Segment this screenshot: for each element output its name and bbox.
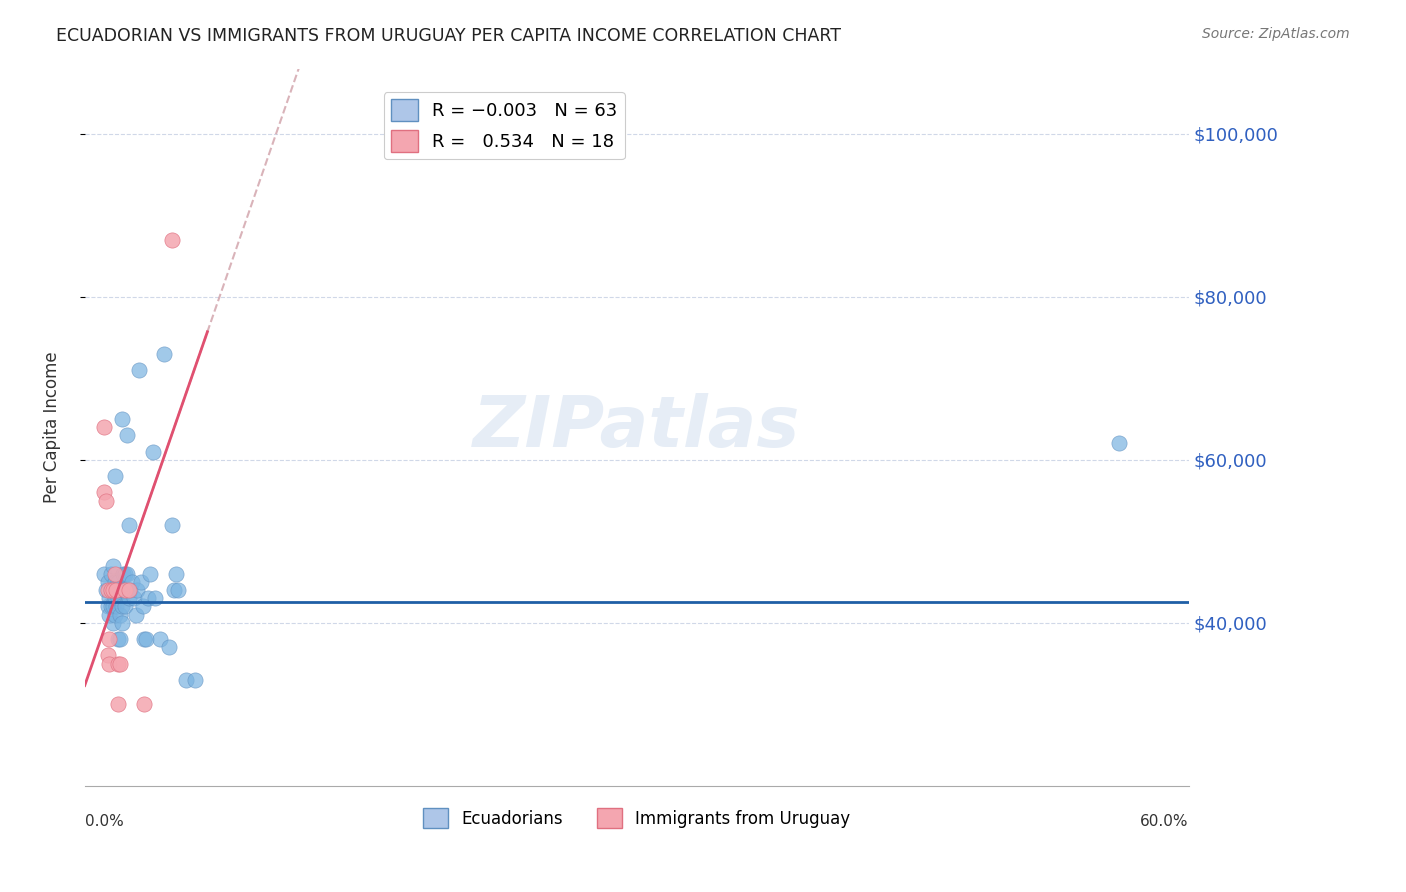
Point bbox=[134, 698, 156, 712]
Point bbox=[101, 615, 124, 630]
Point bbox=[103, 574, 125, 589]
Point bbox=[162, 233, 184, 247]
Point bbox=[165, 566, 187, 581]
Text: Source: ZipAtlas.com: Source: ZipAtlas.com bbox=[1202, 27, 1350, 41]
Point bbox=[114, 583, 136, 598]
Point bbox=[176, 673, 198, 687]
Point bbox=[142, 444, 165, 458]
Point bbox=[129, 574, 152, 589]
Point bbox=[163, 583, 186, 598]
Point bbox=[117, 591, 139, 606]
Point bbox=[110, 583, 132, 598]
Point bbox=[96, 599, 118, 614]
Point bbox=[184, 673, 207, 687]
Point bbox=[108, 583, 131, 598]
Point bbox=[105, 599, 128, 614]
Point bbox=[107, 657, 129, 671]
Y-axis label: Per Capita Income: Per Capita Income bbox=[44, 351, 60, 503]
Point bbox=[127, 583, 149, 598]
Point bbox=[96, 574, 118, 589]
Point bbox=[94, 493, 117, 508]
Point bbox=[103, 607, 125, 622]
Point bbox=[105, 583, 128, 598]
Point bbox=[149, 632, 172, 646]
Point bbox=[100, 583, 122, 598]
Point bbox=[166, 583, 188, 598]
Point bbox=[101, 583, 124, 598]
Point bbox=[108, 657, 131, 671]
Point bbox=[122, 591, 145, 606]
Point bbox=[120, 583, 142, 598]
Point bbox=[162, 518, 184, 533]
Point bbox=[110, 412, 132, 426]
Point bbox=[108, 607, 131, 622]
Point bbox=[117, 518, 139, 533]
Point bbox=[108, 632, 131, 646]
Point bbox=[157, 640, 180, 655]
Point bbox=[135, 632, 157, 646]
Point bbox=[110, 615, 132, 630]
Point bbox=[121, 574, 143, 589]
Point bbox=[131, 599, 153, 614]
Point bbox=[94, 583, 117, 598]
Point bbox=[114, 599, 136, 614]
Point bbox=[124, 607, 146, 622]
Text: ECUADORIAN VS IMMIGRANTS FROM URUGUAY PER CAPITA INCOME CORRELATION CHART: ECUADORIAN VS IMMIGRANTS FROM URUGUAY PE… bbox=[56, 27, 841, 45]
Point bbox=[101, 583, 124, 598]
Point bbox=[98, 657, 121, 671]
Point bbox=[105, 583, 128, 598]
Point bbox=[1108, 436, 1130, 450]
Point bbox=[98, 632, 121, 646]
Point bbox=[107, 698, 129, 712]
Legend: Ecuadorians, Immigrants from Uruguay: Ecuadorians, Immigrants from Uruguay bbox=[416, 801, 856, 835]
Point bbox=[101, 558, 124, 573]
Text: 0.0%: 0.0% bbox=[84, 814, 124, 830]
Point bbox=[93, 485, 115, 500]
Point bbox=[100, 599, 122, 614]
Point bbox=[115, 583, 138, 598]
Point bbox=[98, 607, 121, 622]
Point bbox=[98, 591, 121, 606]
Point bbox=[112, 583, 135, 598]
Point bbox=[115, 566, 138, 581]
Point bbox=[93, 420, 115, 434]
Point bbox=[143, 591, 166, 606]
Point bbox=[117, 583, 139, 598]
Point bbox=[112, 566, 135, 581]
Point bbox=[107, 632, 129, 646]
Text: ZIPatlas: ZIPatlas bbox=[472, 392, 800, 462]
Point bbox=[107, 591, 129, 606]
Point bbox=[136, 591, 159, 606]
Point bbox=[115, 428, 138, 442]
Point bbox=[103, 591, 125, 606]
Point bbox=[103, 566, 125, 581]
Point bbox=[100, 566, 122, 581]
Point bbox=[152, 347, 174, 361]
Point bbox=[96, 648, 118, 663]
Point bbox=[96, 583, 118, 598]
Point bbox=[114, 566, 136, 581]
Point bbox=[110, 599, 132, 614]
Point bbox=[100, 583, 122, 598]
Point bbox=[134, 632, 156, 646]
Point bbox=[107, 574, 129, 589]
Point bbox=[128, 363, 150, 377]
Point bbox=[138, 566, 160, 581]
Point bbox=[103, 469, 125, 483]
Point bbox=[114, 583, 136, 598]
Text: 60.0%: 60.0% bbox=[1140, 814, 1189, 830]
Point bbox=[93, 566, 115, 581]
Point bbox=[101, 599, 124, 614]
